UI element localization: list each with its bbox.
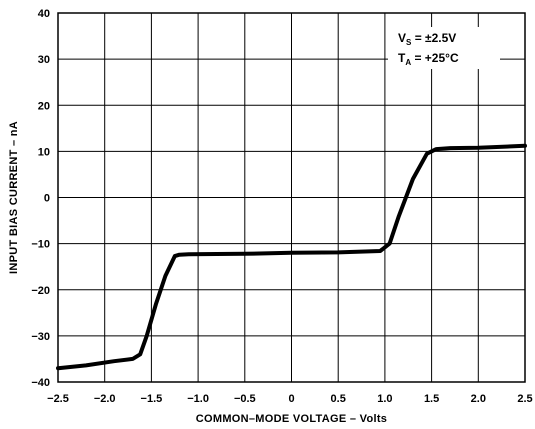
- annotation-v-value: = ±2.5V: [411, 31, 456, 45]
- x-tick-label: 1.0: [377, 393, 392, 405]
- x-tick-label: −1.5: [141, 393, 163, 405]
- y-tick-label: 0: [44, 193, 50, 205]
- x-tick-label: −2.5: [47, 393, 69, 405]
- annotation-background: [388, 27, 500, 69]
- x-tick-label: 0: [288, 393, 294, 405]
- y-tick-label: −30: [31, 331, 50, 343]
- x-tick-label: −2.0: [94, 393, 116, 405]
- annotation-v-sub: S: [406, 38, 412, 47]
- y-tick-label: 30: [38, 54, 50, 66]
- x-axis-label: COMMON–MODE VOLTAGE – Volts: [196, 413, 387, 425]
- y-tick-labels: 40 30 20 10 0 −10 −20 −30 −40: [31, 8, 50, 389]
- y-tick-label: 40: [38, 8, 50, 20]
- annotation-t: T: [398, 51, 406, 65]
- y-axis-label: INPUT BIAS CURRENT – nA: [8, 121, 20, 274]
- x-tick-label: 2.0: [471, 393, 486, 405]
- annotation-t-sub: A: [405, 58, 411, 67]
- series-line: [56, 143, 527, 371]
- annotation-temperature: TA = +25°C: [398, 51, 459, 67]
- annotation-supply-voltage: VS = ±2.5V: [398, 31, 456, 47]
- annotation-t-value: = +25°C: [411, 51, 459, 65]
- annotation: VS = ±2.5V TA = +25°C: [388, 27, 500, 69]
- y-tick-label: 10: [38, 146, 50, 158]
- x-tick-label: −0.5: [234, 393, 256, 405]
- y-tick-label: −10: [31, 239, 50, 251]
- annotation-v: V: [398, 31, 406, 45]
- y-tick-label: −40: [31, 377, 50, 389]
- x-tick-label: 2.5: [517, 393, 532, 405]
- x-tick-label: −1.0: [187, 393, 209, 405]
- series-group: [56, 143, 527, 371]
- plot-frame: [57, 12, 526, 383]
- y-tick-label: −20: [31, 285, 50, 297]
- x-tick-label: 0.5: [331, 393, 346, 405]
- y-tick-label: 20: [38, 100, 50, 112]
- grid: [58, 13, 525, 382]
- x-tick-label: 1.5: [424, 393, 439, 405]
- x-tick-labels: −2.5 −2.0 −1.5 −1.0 −0.5 0 0.5 1.0 1.5 2.0 2.5: [47, 393, 533, 405]
